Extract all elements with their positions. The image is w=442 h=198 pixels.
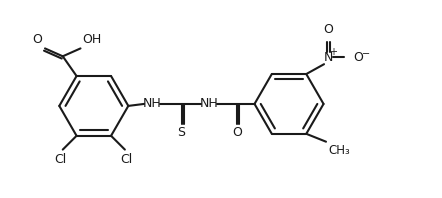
Text: O: O [32,33,42,47]
Text: NH: NH [143,97,161,110]
Text: S: S [178,126,186,139]
Text: Cl: Cl [55,152,67,166]
Text: NH: NH [200,97,218,110]
Text: −: − [362,49,370,59]
Text: Cl: Cl [121,152,133,166]
Text: OH: OH [83,33,102,47]
Text: +: + [329,47,337,57]
Text: CH₃: CH₃ [328,144,350,157]
Text: O: O [232,126,242,139]
Text: O: O [354,51,363,64]
Text: N: N [323,51,333,64]
Text: O: O [323,23,333,36]
